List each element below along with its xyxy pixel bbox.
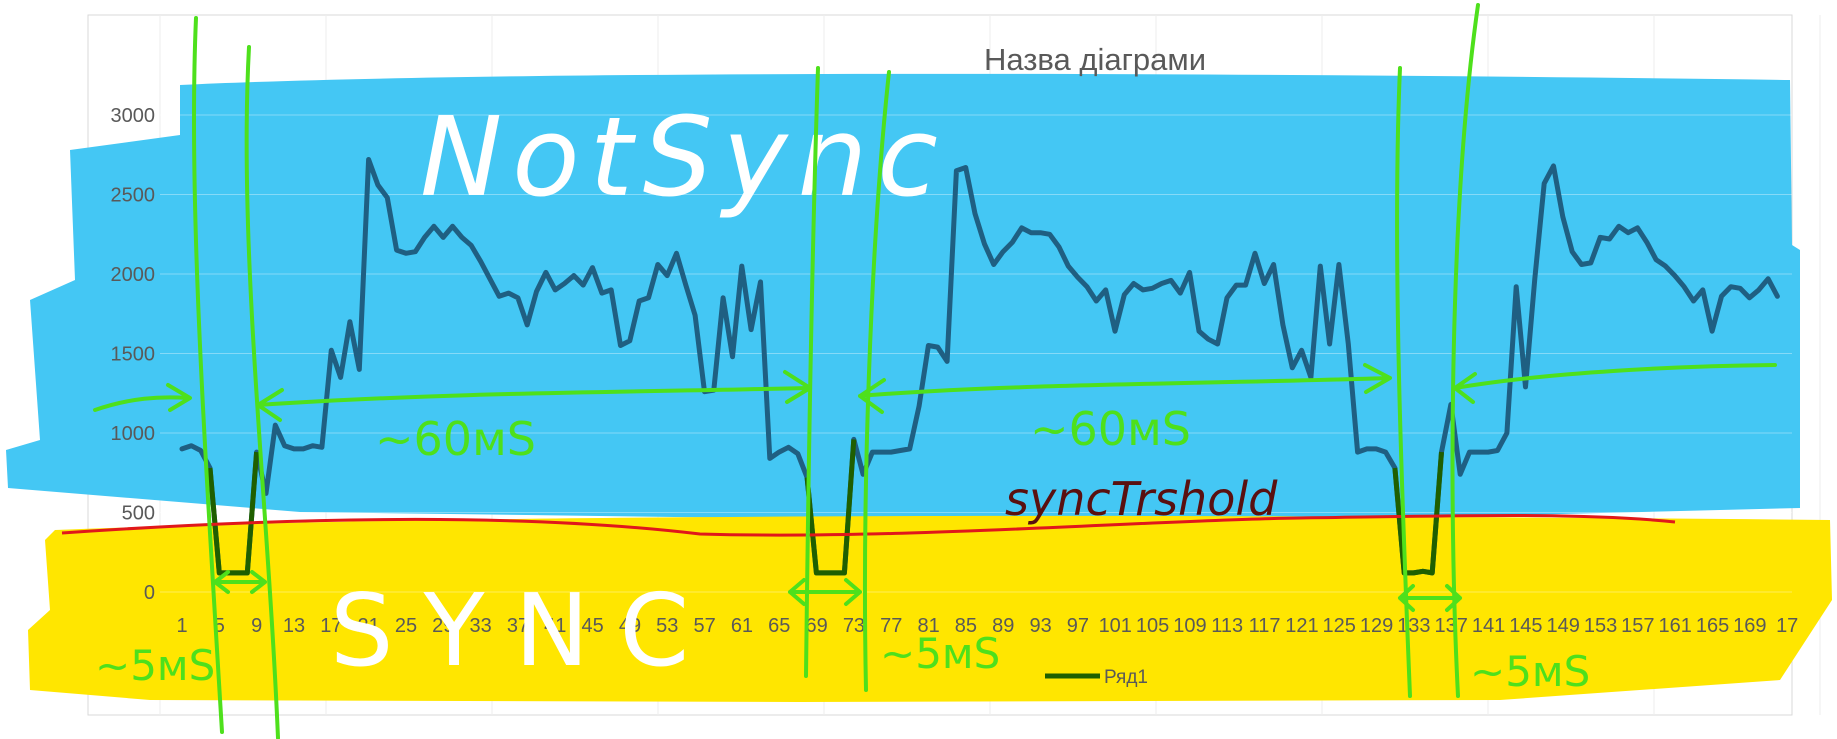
pulse-arrow-3 [1398,584,1462,612]
x-tick-label: 29 [432,615,454,637]
pulse-arrow-1 [213,570,267,594]
x-tick-label: 113 [1211,615,1243,637]
x-tick-label: 49 [619,615,641,637]
right-tail-arrow [1453,363,1777,404]
x-tick-label: 37 [507,615,529,637]
interval-arrows [93,363,1777,612]
x-tick-label: 69 [805,615,827,637]
x-tick-label: 109 [1173,615,1206,637]
x-tick-label: 5 [214,615,225,637]
x-tick-label: 141 [1472,615,1505,637]
y-tick-label: 500 [122,503,155,525]
threshold-label: syncTrshold [1005,472,1278,526]
x-tick-label: 117 [1249,615,1281,637]
x-tick-label: 77 [880,615,902,637]
x-tick-label: 17 [1776,615,1798,637]
y-tick-label: 1000 [111,423,156,445]
x-tick-label: 81 [917,615,939,637]
x-tick-label: 13 [283,615,305,637]
interval-arrow-2 [858,363,1392,414]
y-gridlines [160,114,1792,593]
x-tick-label: 161 [1659,615,1692,637]
pulse-label-2: ~5мS [880,629,1000,678]
x-tick-label: 73 [843,615,865,637]
y-tick-label: 2000 [111,264,156,286]
pulse-label-3: ~5мS [1470,647,1590,696]
y-tick-label: 3000 [111,105,156,127]
sync-band [28,515,1832,702]
x-tick-label: 97 [1067,615,1089,637]
x-tick-label: 105 [1136,615,1169,637]
series-line-sync-segment [804,439,857,576]
interval-arrow-1 [256,370,812,422]
x-tick-label: 17 [320,615,342,637]
legend-entry-ryad1: Ряд1 [1104,667,1148,688]
pulse-label-1: ~5мS [95,641,215,690]
x-tick-label: 129 [1360,615,1393,637]
x-tick-label: 45 [582,615,604,637]
x-tick-label: 41 [544,615,566,637]
y-tick-label: 0 [144,582,155,604]
x-tick-label: 65 [768,615,790,637]
marker-line-2b [862,70,891,692]
left-entry-arrow [93,383,192,412]
y-tick-label: 1500 [111,344,156,366]
x-tick-label: 53 [656,615,678,637]
x-tick-label: 149 [1547,615,1580,637]
interval-label-1: ~60мS [375,412,536,466]
x-tick-label: 121 [1285,615,1318,637]
marker-line-2a [804,66,820,678]
y-axis-tick-labels: 3000 2500 2000 1500 1000 500 0 [111,105,156,604]
series-line-sync-segment [207,451,260,576]
x-tick-label: 9 [251,615,262,637]
marker-line-3b [1450,3,1480,698]
x-tick-label: 25 [395,615,417,637]
x-tick-label: 57 [693,615,715,637]
x-tick-label: 133 [1397,615,1430,637]
x-tick-label: 165 [1696,615,1729,637]
x-tick-label: 125 [1323,615,1356,637]
x-tick-label: 145 [1509,615,1542,637]
x-tick-label: 93 [1029,615,1051,637]
sync-threshold-line [61,514,1676,537]
pulse-arrow-2 [788,578,862,606]
x-tick-label: 1 [176,615,187,637]
x-tick-label: 21 [358,615,380,637]
x-tick-label: 101 [1099,615,1132,637]
series-line-ryad1 [179,157,1780,576]
marker-line-1a [191,16,224,734]
marker-line-3a [1395,66,1412,698]
x-tick-label: 169 [1733,615,1766,637]
chart-title: Назва діаграми [984,42,1206,77]
x-tick-label: 137 [1435,615,1468,637]
x-tick-label: 85 [955,615,977,637]
interval-label-2: ~60мS [1030,402,1191,456]
not-sync-label: NotSync [420,93,948,221]
sync-boundary-markers [191,3,1480,739]
x-tick-label: 153 [1584,615,1617,637]
x-tick-label: 89 [992,615,1014,637]
sync-label: SYNC [330,572,719,689]
x-tick-label: 157 [1621,615,1654,637]
marker-line-1b [244,45,280,739]
x-tick-label: 33 [470,615,492,637]
legend: Ряд1 [1045,667,1148,688]
y-tick-label: 2500 [111,185,156,207]
x-tick-label: 61 [731,615,753,637]
